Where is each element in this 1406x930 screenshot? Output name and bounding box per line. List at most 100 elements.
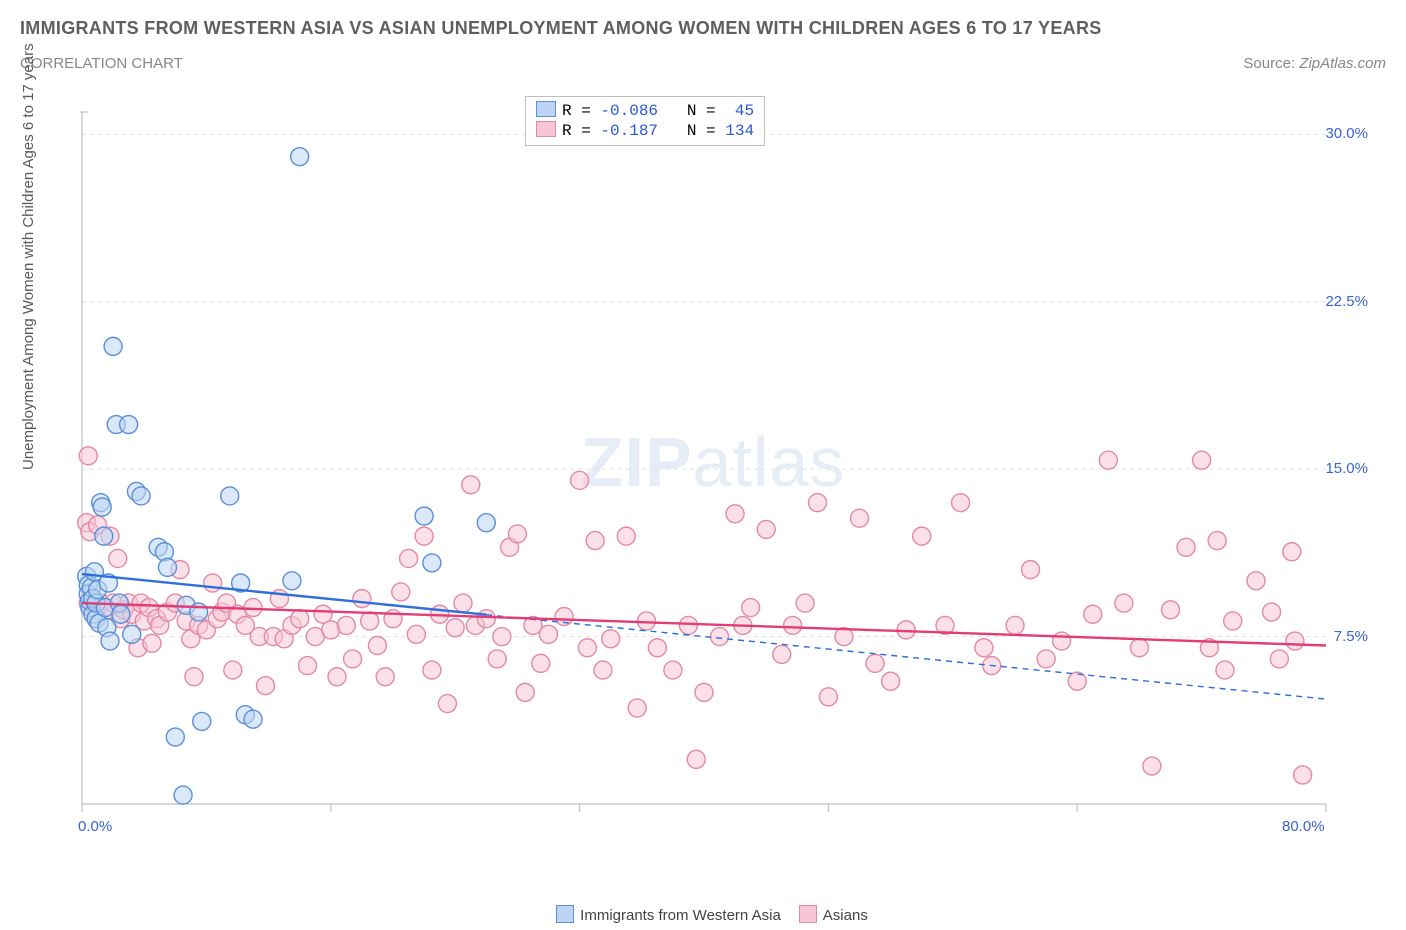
data-point <box>742 599 760 617</box>
correlation-legend: R = -0.086 N = 45R = -0.187 N = 134 <box>525 96 765 146</box>
data-point <box>711 628 729 646</box>
data-point <box>882 672 900 690</box>
data-point <box>819 688 837 706</box>
page-subtitle: CORRELATION CHART <box>20 55 183 72</box>
data-point <box>132 487 150 505</box>
data-point <box>628 699 646 717</box>
data-point <box>337 616 355 634</box>
data-point <box>446 619 464 637</box>
data-point <box>423 554 441 572</box>
legend-swatch <box>799 905 817 923</box>
data-point <box>93 498 111 516</box>
x-tick-label: 0.0% <box>78 818 112 835</box>
data-point <box>571 471 589 489</box>
correlation-row: R = -0.187 N = 134 <box>536 121 754 141</box>
data-point <box>1084 605 1102 623</box>
data-point <box>1115 594 1133 612</box>
data-point <box>594 661 612 679</box>
data-point <box>109 549 127 567</box>
data-point <box>477 514 495 532</box>
data-point <box>256 677 274 695</box>
data-point <box>1247 572 1265 590</box>
data-point <box>407 625 425 643</box>
data-point <box>1022 561 1040 579</box>
data-point <box>400 549 418 567</box>
legend-swatch <box>536 101 556 117</box>
data-point <box>1294 766 1312 784</box>
data-point <box>1053 632 1071 650</box>
data-point <box>1283 543 1301 561</box>
legend-label: Asians <box>823 907 868 924</box>
data-point <box>283 572 301 590</box>
data-point <box>224 661 242 679</box>
data-point <box>95 527 113 545</box>
data-point <box>204 574 222 592</box>
data-point <box>104 337 122 355</box>
data-point <box>679 616 697 634</box>
data-point <box>1208 532 1226 550</box>
chart-area: ZIPatlas 7.5%15.0%22.5%30.0%0.0%80.0% <box>58 90 1368 850</box>
correlation-row: R = -0.086 N = 45 <box>536 101 754 121</box>
data-point <box>809 494 827 512</box>
data-point <box>952 494 970 512</box>
data-point <box>687 750 705 768</box>
y-axis-label: Unemployment Among Women with Children A… <box>20 43 37 470</box>
data-point <box>155 543 173 561</box>
data-point <box>193 712 211 730</box>
data-point <box>532 654 550 672</box>
data-point <box>123 625 141 643</box>
data-point <box>392 583 410 601</box>
data-point <box>695 683 713 701</box>
data-point <box>1099 451 1117 469</box>
data-point <box>1216 661 1234 679</box>
data-point <box>454 594 472 612</box>
data-point <box>143 634 161 652</box>
source-prefix: Source: <box>1243 55 1299 72</box>
data-point <box>376 668 394 686</box>
data-point <box>1263 603 1281 621</box>
data-point <box>221 487 239 505</box>
data-point <box>353 590 371 608</box>
data-point <box>368 637 386 655</box>
data-point <box>784 616 802 634</box>
legend-label: Immigrants from Western Asia <box>580 907 781 924</box>
data-point <box>159 558 177 576</box>
y-tick-label: 30.0% <box>1325 125 1368 142</box>
data-point <box>438 695 456 713</box>
data-point <box>423 661 441 679</box>
legend-swatch <box>536 121 556 137</box>
data-point <box>1006 616 1024 634</box>
data-point <box>1270 650 1288 668</box>
data-point <box>1193 451 1211 469</box>
scatter-plot <box>58 90 1368 850</box>
source-name: ZipAtlas.com <box>1299 55 1386 72</box>
data-point <box>477 610 495 628</box>
y-tick-label: 22.5% <box>1325 293 1368 310</box>
data-point <box>664 661 682 679</box>
data-point <box>617 527 635 545</box>
page-title: IMMIGRANTS FROM WESTERN ASIA VS ASIAN UN… <box>20 18 1102 39</box>
data-point <box>796 594 814 612</box>
data-point <box>1130 639 1148 657</box>
data-point <box>866 654 884 672</box>
data-point <box>174 786 192 804</box>
data-point <box>101 632 119 650</box>
data-point <box>508 525 526 543</box>
data-point <box>462 476 480 494</box>
data-point <box>185 668 203 686</box>
data-point <box>361 612 379 630</box>
data-point <box>120 416 138 434</box>
data-point <box>79 447 97 465</box>
data-point <box>166 728 184 746</box>
legend-swatch <box>556 905 574 923</box>
data-point <box>1224 612 1242 630</box>
data-point <box>773 645 791 663</box>
y-tick-label: 15.0% <box>1325 460 1368 477</box>
data-point <box>291 148 309 166</box>
data-point <box>602 630 620 648</box>
data-point <box>648 639 666 657</box>
data-point <box>1068 672 1086 690</box>
data-point <box>851 509 869 527</box>
data-point <box>516 683 534 701</box>
data-point <box>1037 650 1055 668</box>
